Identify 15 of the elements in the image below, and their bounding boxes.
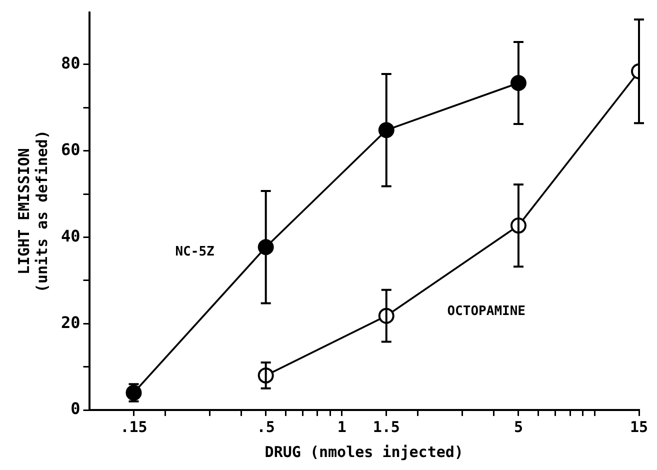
x-axis-title: DRUG (nmoles injected) [264,442,464,461]
x-tick-label: 15 [630,418,648,436]
x-tick-label: 1 [337,418,346,436]
x-tick-label: 5 [514,418,523,436]
series-label: OCTOPAMINE [447,304,526,320]
y-tick-label: 80 [61,54,80,73]
x-tick-label: .15 [120,418,148,436]
y-tick-label: 20 [61,312,80,332]
y-tick-label: 40 [61,226,80,246]
y-axis-title: LIGHT EMISSION (units as defined) [14,130,51,293]
x-tick-label: .5 [256,418,275,436]
x-tick-label: 1.5 [372,418,400,436]
y-tick-label: 0 [70,399,80,418]
y-tick-label: 60 [61,140,80,159]
text: NC-5Z [175,244,215,260]
